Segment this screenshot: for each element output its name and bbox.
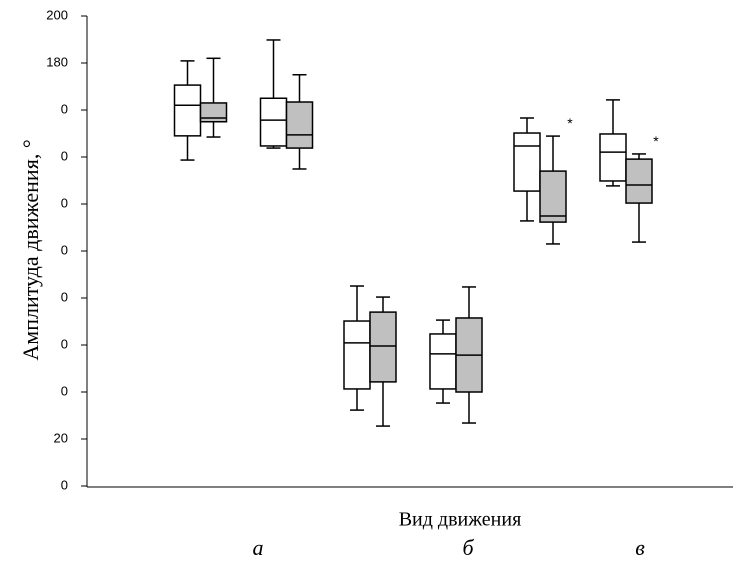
- box: [625, 158, 653, 204]
- box: [285, 101, 314, 149]
- y-tick-label: 0: [61, 101, 68, 116]
- x-tick-label: а: [253, 535, 264, 560]
- y-tick-label: 0: [61, 289, 68, 304]
- box: [599, 133, 627, 182]
- y-axis-label: Амплитуда движения, °: [18, 139, 43, 360]
- box: [199, 102, 228, 123]
- x-tick-label: в: [635, 535, 645, 560]
- box: [259, 97, 288, 147]
- y-tick-label: 0: [61, 383, 68, 398]
- y-tick-label: 0: [61, 148, 68, 163]
- x-axis-label: Вид движения: [399, 509, 522, 531]
- y-tick-label: 0: [61, 195, 68, 210]
- box: [539, 170, 567, 223]
- annotation: *: [567, 115, 573, 131]
- y-tick-label: 0: [61, 477, 68, 492]
- y-tick-label: 0: [61, 242, 68, 257]
- box: [513, 132, 541, 192]
- y-tick-label: 200: [46, 7, 68, 22]
- x-tick-label: б: [462, 535, 474, 560]
- y-tick-label: 180: [46, 54, 68, 69]
- box: [429, 333, 457, 390]
- y-tick-label: 20: [54, 430, 68, 445]
- box: [173, 84, 202, 137]
- box: [343, 320, 371, 390]
- box: [369, 311, 397, 383]
- y-tick-label: 0: [61, 336, 68, 351]
- annotation: *: [653, 133, 659, 149]
